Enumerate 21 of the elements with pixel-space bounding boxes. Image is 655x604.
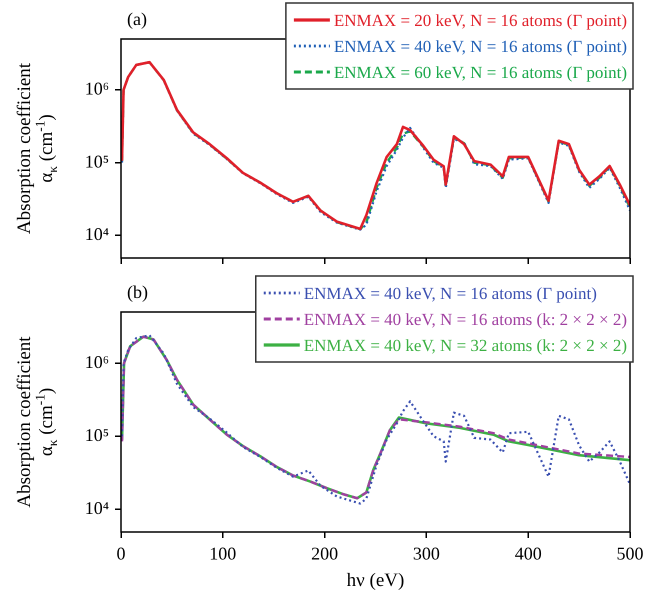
legend-label: ENMAX = 40 keV, N = 16 atoms (Γ point) bbox=[304, 284, 597, 303]
x-tick-label: 100 bbox=[209, 544, 236, 564]
y-tick-label: 10⁵ bbox=[84, 424, 109, 445]
legend-label: ENMAX = 40 keV, N = 16 atoms (k: 2 × 2 × 2) bbox=[304, 310, 628, 329]
legend-label: ENMAX = 40 keV, N = 32 atoms (k: 2 × 2 × 2) bbox=[304, 336, 628, 355]
y-tick-label: 10⁴ bbox=[84, 224, 109, 244]
chart-title: (a) bbox=[127, 9, 147, 29]
x-tick-label: 400 bbox=[514, 544, 542, 564]
y-tick-label: 10⁶ bbox=[84, 78, 109, 99]
x-tick-label: 300 bbox=[412, 544, 440, 564]
legend-label: ENMAX = 20 keV, N = 16 atoms (Γ point) bbox=[334, 11, 628, 30]
legend-label: ENMAX = 60 keV, N = 16 atoms (Γ point) bbox=[334, 63, 628, 82]
legend-label: ENMAX = 40 keV, N = 16 atoms (Γ point) bbox=[334, 37, 628, 56]
y-tick-label: 10⁵ bbox=[84, 151, 109, 172]
y-tick-label: 10⁴ bbox=[84, 498, 109, 518]
y-tick-label: 10⁶ bbox=[84, 352, 109, 372]
x-tick-label: 200 bbox=[311, 544, 338, 564]
x-tick-label: 500 bbox=[616, 544, 644, 564]
x-tick-label: 0 bbox=[116, 544, 126, 564]
x-axis-title: hν (eV) bbox=[346, 570, 404, 591]
chart-title: (b) bbox=[127, 282, 148, 302]
